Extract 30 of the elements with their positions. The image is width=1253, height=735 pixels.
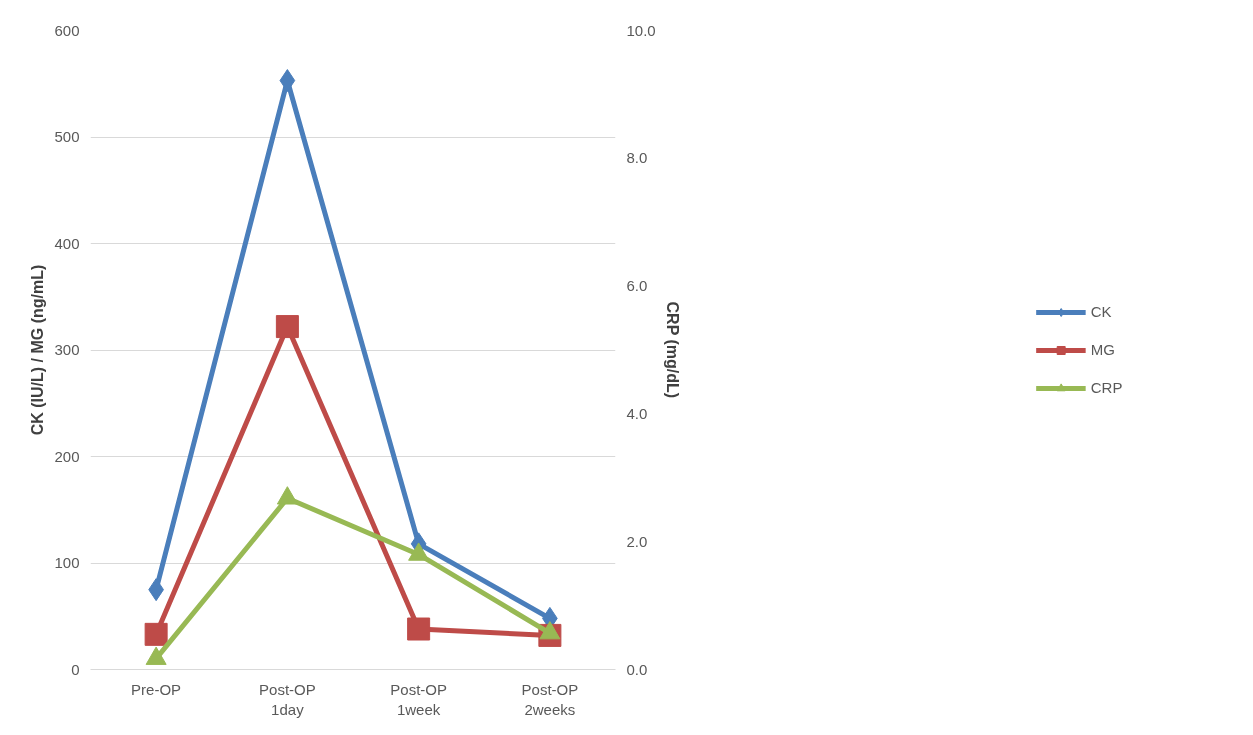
point [276, 486, 298, 505]
y-tick-label: 500 [54, 128, 80, 145]
point [539, 621, 561, 640]
y-tick-label: 0 [71, 660, 80, 678]
y-axis-title: CK (IU/L) / MG (ng/mL) [29, 264, 47, 436]
x-tick-label: Post-OP 1week [390, 680, 447, 718]
point [407, 617, 431, 641]
y2-axis-title: CRP (mg/dL) [663, 301, 681, 399]
x-tick-label: Pre-OP [131, 680, 182, 698]
legend-label: CK [1090, 303, 1112, 320]
y-tick-label: 600 [54, 21, 80, 39]
y-tick-label: 100 [54, 554, 80, 571]
legend-label: MG [1090, 341, 1115, 358]
x-tick-label: Post-OP 2weeks [521, 680, 579, 718]
y2-tick-label: 6.0 [626, 277, 648, 295]
x-tick-label: Post-OP 1day [259, 680, 316, 718]
point [144, 622, 168, 646]
y2-tick-label: 8.0 [626, 149, 648, 167]
point [408, 542, 430, 561]
y2-tick-label: 10.0 [626, 21, 656, 39]
legend-label: CRP [1090, 379, 1123, 396]
y2-tick-label: 2.0 [626, 532, 648, 550]
y-tick-label: 200 [54, 447, 80, 465]
point [279, 69, 296, 93]
point [145, 646, 167, 665]
y-tick-label: 400 [54, 234, 80, 252]
y-tick-label: 300 [54, 341, 80, 358]
y2-tick-label: 0.0 [626, 660, 648, 678]
point [275, 315, 299, 339]
y2-tick-label: 4.0 [626, 404, 648, 422]
